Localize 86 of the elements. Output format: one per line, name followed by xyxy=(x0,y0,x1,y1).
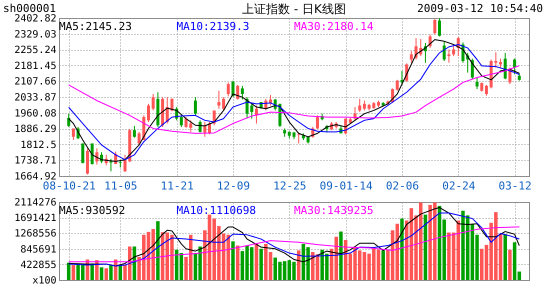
x-tick-label: 02-06 xyxy=(386,180,420,192)
text: MA30:1439235 xyxy=(294,204,374,217)
y-tick-label: 1268556 xyxy=(14,228,56,240)
text: 2009-03-12 10:54:40 xyxy=(417,2,543,15)
bar xyxy=(156,221,160,280)
bar xyxy=(66,262,70,280)
candlestick xyxy=(236,84,240,100)
candlestick xyxy=(138,131,141,146)
x-tick-label: 11-21 xyxy=(160,180,194,192)
candlestick xyxy=(442,40,446,62)
x-tick-label: 12-25 xyxy=(273,180,306,192)
candlestick xyxy=(438,18,442,37)
x-tick-label: 02-24 xyxy=(442,180,476,192)
y-tick-label: 2107.66 xyxy=(14,76,56,88)
bar xyxy=(418,202,422,280)
text: MA10:2139.3 xyxy=(176,20,250,33)
bar xyxy=(132,246,136,280)
x-tick-label: 12-09 xyxy=(216,180,250,192)
bar xyxy=(100,267,104,280)
bar xyxy=(72,265,76,280)
candlestick xyxy=(109,158,112,172)
candlestick xyxy=(226,82,230,97)
bar xyxy=(254,243,258,280)
bar xyxy=(503,234,507,280)
candlestick xyxy=(180,114,183,128)
y-tick-label: 1691421 xyxy=(14,213,56,224)
text: sh000001 xyxy=(3,2,56,15)
y-tick-label: 1664.92 xyxy=(14,172,56,182)
text: MA5:2145.23 xyxy=(59,20,132,33)
candlestick xyxy=(250,103,254,120)
y-tick-label: 2402.82 xyxy=(14,14,56,24)
bar xyxy=(259,248,263,280)
bar xyxy=(236,246,240,280)
text: MA30:2180.14 xyxy=(294,20,374,33)
y-tick-label: 2114276 xyxy=(14,198,56,208)
bar xyxy=(109,265,113,280)
candlestick xyxy=(240,85,244,100)
y-tick-label: 845691 xyxy=(20,244,56,256)
bar xyxy=(334,236,338,280)
x-tick-label: 09-01-14 xyxy=(320,180,373,192)
x-tick-label: 08-10-21 xyxy=(42,180,96,192)
candlestick xyxy=(184,116,188,128)
bar xyxy=(104,268,108,280)
bar xyxy=(508,250,512,280)
bar xyxy=(400,218,404,280)
candlestick xyxy=(513,58,516,75)
y-tick-label: 1812.5 xyxy=(20,140,56,151)
candlestick xyxy=(470,58,474,80)
y-tick-label: 1738.71 xyxy=(14,156,56,167)
candlestick xyxy=(476,76,479,90)
bar xyxy=(296,250,300,280)
line-series xyxy=(68,226,520,262)
bar xyxy=(480,248,484,280)
y-tick-label: 2255.24 xyxy=(14,45,56,56)
candlestick xyxy=(86,148,89,175)
candlestick xyxy=(433,18,436,36)
bar xyxy=(339,232,343,280)
candlestick xyxy=(396,79,399,92)
bar xyxy=(128,246,132,280)
candlestick xyxy=(95,148,98,166)
x-tick-label: 03-12 xyxy=(498,180,532,192)
candlestick xyxy=(452,46,456,57)
bar xyxy=(188,234,192,280)
candlestick xyxy=(198,120,202,134)
candlestick xyxy=(316,114,319,130)
y-tick-label: x100 xyxy=(32,276,56,286)
candlestick xyxy=(67,113,70,128)
y-tick-label: 1960.08 xyxy=(14,108,56,120)
candlestick xyxy=(358,98,362,112)
y-tick-label: 2329.03 xyxy=(14,29,56,40)
bar xyxy=(118,265,122,280)
candlestick xyxy=(132,125,136,138)
bar xyxy=(311,252,315,280)
bar xyxy=(424,214,428,280)
bar xyxy=(381,250,385,280)
series-label: MA10:1110698 xyxy=(176,204,256,217)
y-tick-label: 2181.45 xyxy=(14,60,56,72)
y-tick-label: 2033.87 xyxy=(14,92,56,104)
x-tick-label: 11-05 xyxy=(104,180,138,192)
text: MA5:930592 xyxy=(59,204,126,217)
y-tick-label: 1886.29 xyxy=(14,124,56,136)
candlestick xyxy=(254,105,258,124)
y-tick-label: 422855 xyxy=(20,260,56,271)
bar xyxy=(231,241,235,280)
chart-title: 上证指数 - 日K线图 xyxy=(242,2,346,16)
candlestick xyxy=(194,96,197,116)
